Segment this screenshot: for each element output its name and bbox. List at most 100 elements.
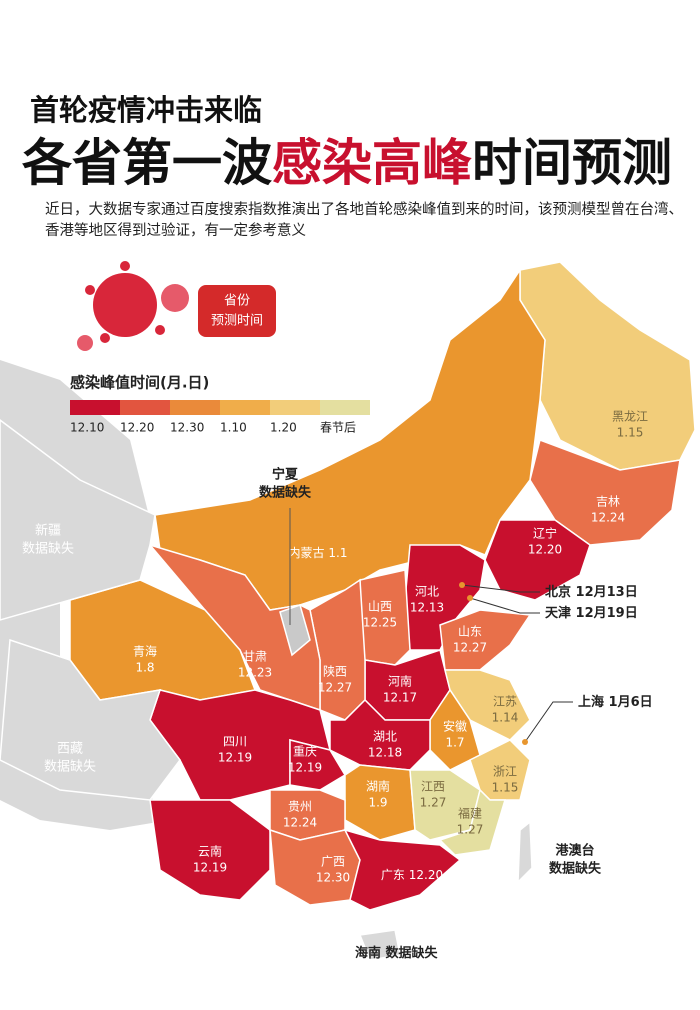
- province-name: 陕西: [323, 664, 347, 679]
- legend-label: 春节后: [320, 421, 356, 435]
- legend-swatch: [320, 400, 370, 415]
- city-date: 12月13日: [576, 585, 638, 600]
- province-name: 内蒙古: [289, 545, 325, 560]
- legend: 12.10 12.20 12.30 1.10 1.20 春节后: [70, 400, 370, 435]
- province-name: 安徽: [443, 719, 467, 734]
- badge-line: 省份: [224, 294, 250, 309]
- province-date: 1.27: [420, 796, 447, 810]
- province-date: 1.15: [617, 426, 644, 440]
- province-label: 广东 12.20: [381, 868, 443, 882]
- province-label: 内蒙古 1.1: [289, 545, 348, 560]
- province-date: 1.7: [445, 736, 464, 750]
- province-name: 云南: [198, 844, 222, 859]
- province-name: 贵州: [288, 800, 312, 814]
- province-date: 1.14: [492, 711, 519, 725]
- city-dot: [459, 582, 465, 588]
- province-date: 12.25: [363, 616, 397, 630]
- badge-line: 预测时间: [211, 314, 263, 329]
- province-name: 青海: [133, 644, 157, 659]
- province-date: 12.19: [218, 751, 252, 765]
- province-name: 吉林: [596, 495, 620, 509]
- province: [529, 439, 681, 546]
- province-date: 12.20: [409, 868, 443, 882]
- province-date: 1.27: [457, 823, 484, 837]
- province-name: 黑龙江: [612, 410, 648, 424]
- title-highlight: 感染高峰: [272, 134, 472, 192]
- region-name: 西藏: [57, 742, 83, 757]
- province-date: 12.23: [238, 666, 272, 680]
- province-date: 12.24: [591, 511, 625, 525]
- no-data-region: [517, 820, 533, 884]
- city-date: 12月19日: [576, 606, 638, 621]
- leader-line: [524, 701, 573, 743]
- province: [269, 828, 361, 906]
- map: [0, 261, 696, 961]
- province-date: 1.1: [328, 546, 347, 560]
- legend-label: 1.20: [270, 421, 297, 435]
- province-date: 1.15: [492, 781, 519, 795]
- province-date: 12.30: [316, 871, 350, 885]
- province: [343, 828, 462, 911]
- province-name: 浙江: [493, 765, 517, 779]
- legend-swatch: [170, 400, 220, 415]
- callout-label: 天津 12月19日: [545, 605, 638, 621]
- map-labels: 黑龙江 1.15 吉林 12.24 辽宁 12.20 内蒙古 1.1 河北 12.13 山西 12.…: [22, 410, 653, 961]
- province-name: 山西: [368, 600, 392, 614]
- province-name: 辽宁: [533, 526, 557, 541]
- city-name: 上海: [578, 694, 604, 710]
- city-name: 天津: [545, 605, 571, 621]
- city-date: 1月6日: [609, 695, 653, 710]
- region-note: 数据缺失: [22, 542, 74, 557]
- description: 近日，大数据专家通过百度搜索指数推演出了各地首轮感染峰值到来的时间，该预测模型曾…: [45, 202, 683, 239]
- city-dot: [522, 739, 528, 745]
- leader-line: [461, 584, 540, 593]
- province-name: 广西: [321, 855, 345, 869]
- no-data-region: [0, 638, 181, 801]
- province-date: 12.27: [453, 641, 487, 655]
- legend-swatch: [220, 400, 270, 415]
- province-name: 甘肃: [243, 650, 267, 664]
- legend-label: 12.10: [70, 421, 104, 435]
- legend-label: 12.20: [120, 421, 154, 435]
- legend-title: 感染峰值时间(月.日): [70, 374, 209, 392]
- province: [519, 261, 696, 471]
- region-name: 宁夏: [272, 467, 299, 483]
- no-data-region: [358, 929, 401, 961]
- leader-line: [469, 597, 540, 614]
- region-note: 数据缺失: [386, 945, 439, 961]
- callout-label: 上海 1月6日: [578, 694, 653, 710]
- region-note: 数据缺失: [259, 485, 312, 501]
- province-name: 湖北: [373, 729, 397, 744]
- province-name: 福建: [458, 806, 482, 821]
- region-name: 港澳台: [555, 843, 594, 859]
- province: [329, 698, 431, 771]
- province-date: 12.18: [368, 746, 402, 760]
- legend-label: 12.30: [170, 421, 204, 435]
- region-note: 数据缺失: [549, 861, 602, 877]
- province: [289, 739, 347, 791]
- province-date: 12.19: [288, 761, 322, 775]
- kicker: 首轮疫情冲击来临: [30, 93, 262, 127]
- province-name: 河南: [388, 674, 412, 689]
- callout-label: 北京 12月13日: [545, 584, 638, 600]
- region-note: 数据缺失: [44, 760, 96, 775]
- province-name: 广东: [381, 868, 405, 882]
- province-date: 1.9: [368, 796, 387, 810]
- province-name: 江苏: [493, 695, 517, 709]
- virus-icon: [77, 261, 189, 351]
- city-dot: [467, 595, 473, 601]
- region-name: 海南: [355, 945, 381, 961]
- province: [484, 519, 591, 601]
- province: [438, 788, 507, 856]
- province-name: 四川: [223, 735, 247, 749]
- no-data-region: [0, 419, 156, 621]
- no-data-region: [279, 604, 311, 657]
- province-name: 江西: [421, 780, 445, 794]
- province: [149, 799, 271, 901]
- province-name: 山东: [458, 625, 482, 639]
- title-suffix: 时间预测: [472, 134, 672, 192]
- province-date: 12.20: [528, 543, 562, 557]
- province-date: 1.8: [135, 661, 154, 675]
